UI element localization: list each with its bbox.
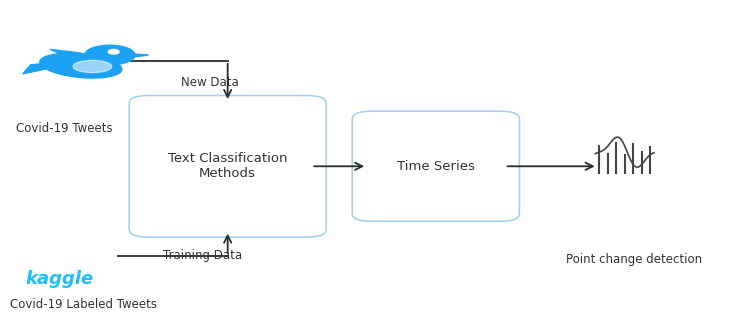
Polygon shape [124, 53, 148, 58]
Text: New Data: New Data [181, 76, 239, 90]
Text: Point change detection: Point change detection [566, 252, 703, 266]
Text: Text Classification
Methods: Text Classification Methods [168, 152, 288, 180]
Text: Covid-19 Labeled Tweets: Covid-19 Labeled Tweets [10, 298, 157, 311]
Text: Time Series: Time Series [397, 160, 475, 173]
Ellipse shape [73, 60, 112, 73]
Ellipse shape [109, 50, 119, 54]
Polygon shape [50, 49, 100, 59]
FancyBboxPatch shape [129, 96, 326, 237]
Polygon shape [23, 63, 54, 74]
FancyBboxPatch shape [352, 111, 520, 221]
Text: kaggle: kaggle [25, 270, 94, 289]
Ellipse shape [40, 53, 122, 78]
Ellipse shape [85, 45, 135, 65]
Text: Covid-19 Tweets: Covid-19 Tweets [16, 122, 113, 135]
Text: Training Data: Training Data [163, 249, 242, 262]
